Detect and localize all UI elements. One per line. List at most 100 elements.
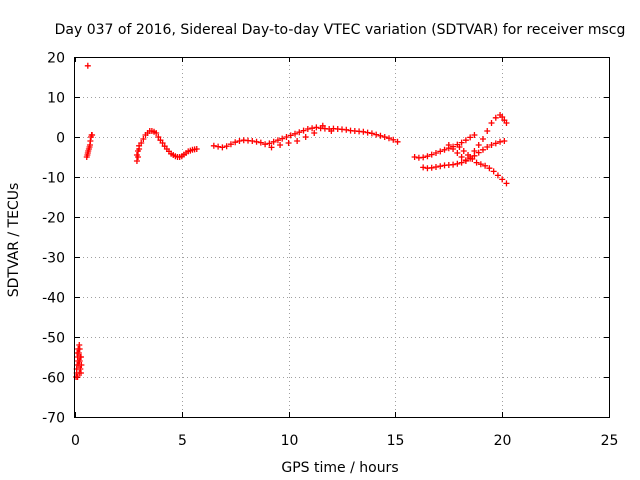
x-tick-label: 5 [178, 433, 187, 449]
x-tick-label: 15 [387, 433, 405, 449]
data-point [279, 135, 286, 142]
data-point [302, 134, 309, 140]
data-point [373, 131, 380, 138]
data-point [501, 138, 508, 144]
data-point [75, 362, 82, 368]
data-point [488, 142, 495, 148]
data-point [89, 132, 96, 138]
data-point [360, 128, 367, 135]
data-point [428, 164, 435, 171]
data-point [262, 141, 269, 148]
data-point [432, 164, 439, 170]
x-axis-label: GPS time / hours [281, 460, 398, 476]
data-point [300, 127, 307, 134]
data-point [458, 159, 465, 166]
y-tick-label: 0 [56, 131, 65, 147]
data-point [381, 134, 388, 140]
data-point [74, 374, 81, 380]
data-point [270, 138, 277, 145]
data-point [84, 62, 91, 69]
data-point [135, 148, 142, 154]
data-point [490, 168, 497, 175]
data-point [155, 134, 162, 140]
data-point [390, 136, 397, 143]
y-tick-label: -20 [42, 211, 65, 227]
x-tick-label: 25 [601, 433, 619, 449]
data-point [249, 138, 256, 144]
data-point [236, 138, 243, 144]
x-tick-label: 10 [281, 433, 299, 449]
data-point [471, 148, 478, 154]
data-point [309, 125, 316, 132]
data-point [441, 146, 448, 153]
data-point [283, 134, 290, 140]
data-point [268, 144, 275, 151]
data-point [450, 161, 457, 168]
data-point [494, 172, 501, 179]
data-point [420, 164, 427, 171]
data-point [482, 162, 489, 169]
data-point [215, 143, 222, 150]
y-tick-label: -10 [42, 171, 65, 187]
data-point [232, 139, 239, 146]
data-point [257, 139, 264, 146]
data-point [219, 144, 226, 151]
data-point [484, 144, 491, 150]
x-tick-label: 0 [71, 433, 80, 449]
data-point [445, 142, 452, 148]
data-point [136, 142, 143, 149]
data-point [77, 354, 84, 360]
data-point [210, 142, 217, 149]
data-point [432, 150, 439, 156]
data-point [437, 148, 444, 155]
data-point [266, 140, 273, 147]
data-point [454, 160, 461, 167]
y-tick-label: 20 [47, 51, 65, 67]
data-point [428, 151, 435, 158]
data-points [73, 62, 510, 380]
y-tick-label: -50 [42, 331, 65, 347]
data-point [492, 114, 499, 121]
data-point [385, 135, 392, 142]
data-point [76, 346, 83, 352]
data-point [296, 129, 303, 136]
y-tick-label: -40 [42, 291, 65, 307]
data-point [328, 128, 335, 134]
data-point [277, 142, 284, 148]
data-point [193, 146, 200, 152]
data-point [343, 126, 350, 133]
data-point [411, 154, 418, 160]
data-point [503, 120, 510, 126]
data-point [133, 158, 140, 164]
data-point [477, 161, 484, 168]
grid-layer [75, 57, 609, 417]
data-point [304, 126, 311, 132]
data-point [462, 157, 469, 164]
data-point [223, 143, 230, 150]
data-point [424, 153, 431, 160]
y-tick-label: -70 [42, 411, 65, 427]
data-point [475, 149, 482, 156]
y-tick-label: 10 [47, 91, 65, 107]
data-point [467, 134, 474, 141]
data-point [473, 159, 480, 166]
data-point [292, 130, 299, 137]
data-point [475, 142, 482, 148]
plot-frame [74, 57, 610, 418]
data-point [294, 138, 301, 144]
data-point [364, 129, 371, 136]
data-point [74, 350, 81, 356]
data-point [274, 137, 281, 144]
data-point [497, 138, 504, 145]
data-point [140, 136, 147, 142]
data-point [458, 139, 465, 146]
data-point [253, 138, 260, 145]
data-point [285, 140, 292, 146]
data-point [227, 141, 234, 148]
data-point [499, 114, 506, 120]
data-point [311, 130, 318, 136]
y-tick-label: -60 [42, 371, 65, 387]
data-point [492, 140, 499, 147]
y-tick-label: -30 [42, 251, 65, 267]
